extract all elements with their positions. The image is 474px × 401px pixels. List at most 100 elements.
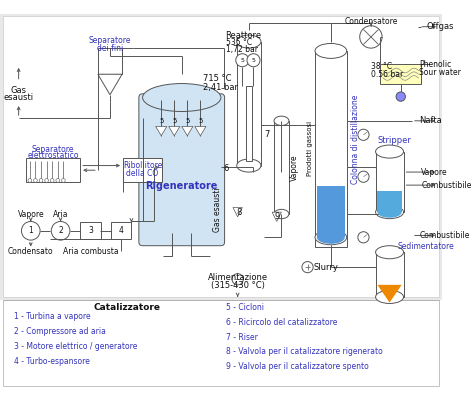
Polygon shape xyxy=(169,126,180,136)
Text: 6: 6 xyxy=(224,164,229,173)
Text: 8: 8 xyxy=(236,208,241,217)
Ellipse shape xyxy=(375,246,403,259)
FancyBboxPatch shape xyxy=(139,94,225,246)
Text: Combustibile: Combustibile xyxy=(419,231,470,240)
Text: 1: 1 xyxy=(28,226,33,235)
Bar xyxy=(315,51,346,247)
Ellipse shape xyxy=(237,35,261,48)
Ellipse shape xyxy=(317,231,345,244)
Text: Phenolic: Phenolic xyxy=(419,61,452,69)
Text: Reattore: Reattore xyxy=(226,30,262,40)
Bar xyxy=(98,48,122,74)
Text: Stripper: Stripper xyxy=(377,136,411,145)
Ellipse shape xyxy=(377,207,401,218)
Text: 7: 7 xyxy=(265,130,270,139)
Text: elettrostatico: elettrostatico xyxy=(27,151,79,160)
Text: dei fini: dei fini xyxy=(97,44,123,53)
Text: Combustibile: Combustibile xyxy=(421,180,472,190)
Text: 715 °C: 715 °C xyxy=(203,74,232,83)
Text: 9 - Valvola per il catalizzatore spento: 9 - Valvola per il catalizzatore spento xyxy=(226,363,368,371)
Text: della CO: della CO xyxy=(127,170,159,178)
Bar xyxy=(3,16,439,297)
Text: Gas: Gas xyxy=(10,85,27,95)
Text: 5 - Cicloni: 5 - Cicloni xyxy=(226,303,264,312)
Text: 7 - Riser: 7 - Riser xyxy=(226,332,257,342)
Bar xyxy=(375,252,403,297)
Text: 5: 5 xyxy=(240,58,244,63)
Circle shape xyxy=(358,171,369,182)
Ellipse shape xyxy=(375,290,403,304)
Text: Separatore: Separatore xyxy=(32,145,74,154)
Ellipse shape xyxy=(50,178,54,182)
Ellipse shape xyxy=(34,178,37,182)
Text: 2,41 bar: 2,41 bar xyxy=(203,83,238,92)
Text: 5: 5 xyxy=(159,118,164,124)
Text: esausti: esausti xyxy=(4,93,34,102)
Ellipse shape xyxy=(237,159,261,172)
Text: 6 - Ricircolo del catalizzatore: 6 - Ricircolo del catalizzatore xyxy=(226,318,337,327)
Polygon shape xyxy=(195,126,206,136)
Circle shape xyxy=(21,221,40,240)
Text: 5: 5 xyxy=(198,118,202,124)
Text: Vapore: Vapore xyxy=(290,154,299,181)
Text: Vapore: Vapore xyxy=(421,168,448,176)
Bar xyxy=(375,152,403,212)
Text: Aria: Aria xyxy=(53,211,68,219)
Ellipse shape xyxy=(28,178,32,182)
Text: 1 - Turbina a vapore: 1 - Turbina a vapore xyxy=(14,312,91,321)
Bar xyxy=(237,42,261,166)
Text: Condensato: Condensato xyxy=(8,247,54,256)
Ellipse shape xyxy=(375,206,403,219)
Text: Colonna di distillazione: Colonna di distillazione xyxy=(351,95,360,184)
Text: Alimentazione: Alimentazione xyxy=(208,273,268,282)
Text: (315-430 °C): (315-430 °C) xyxy=(211,281,264,290)
Text: 5: 5 xyxy=(252,58,255,63)
Text: Aria combusta: Aria combusta xyxy=(63,247,118,256)
Polygon shape xyxy=(182,126,193,136)
Text: 2: 2 xyxy=(58,226,63,235)
Circle shape xyxy=(360,26,382,48)
Text: 5: 5 xyxy=(172,118,176,124)
Bar xyxy=(80,223,100,239)
Text: Offgas: Offgas xyxy=(427,22,455,31)
Bar xyxy=(3,300,439,387)
Text: Ribollitore: Ribollitore xyxy=(123,161,162,170)
Ellipse shape xyxy=(56,178,60,182)
Text: 4: 4 xyxy=(118,226,124,235)
Bar xyxy=(380,64,421,85)
Text: 0.56 bar: 0.56 bar xyxy=(371,70,403,79)
Circle shape xyxy=(302,261,313,273)
Ellipse shape xyxy=(39,178,43,182)
Ellipse shape xyxy=(274,116,289,126)
Polygon shape xyxy=(377,285,401,302)
Text: Rigeneratore: Rigeneratore xyxy=(146,181,218,191)
Text: 4 - Turbo-espansore: 4 - Turbo-espansore xyxy=(14,357,90,366)
Text: 5: 5 xyxy=(185,118,190,124)
Text: 2 - Compressore ad aria: 2 - Compressore ad aria xyxy=(14,327,106,336)
Circle shape xyxy=(396,92,405,101)
Text: Catalizzatore: Catalizzatore xyxy=(93,303,160,312)
Text: Vapore: Vapore xyxy=(18,211,44,219)
Text: Sedimentatore: Sedimentatore xyxy=(397,242,454,251)
Bar xyxy=(123,158,162,182)
Polygon shape xyxy=(272,212,282,221)
Ellipse shape xyxy=(143,83,221,111)
Bar xyxy=(111,223,131,239)
Polygon shape xyxy=(233,207,242,217)
Text: 3: 3 xyxy=(88,226,93,235)
Bar xyxy=(0,14,442,300)
Text: 8 - Valvola per il catalizzatore rigenerato: 8 - Valvola per il catalizzatore rigener… xyxy=(226,347,383,356)
Bar xyxy=(274,121,289,214)
Text: 38 °C: 38 °C xyxy=(371,62,392,71)
Polygon shape xyxy=(98,74,122,95)
Circle shape xyxy=(247,54,260,67)
Ellipse shape xyxy=(45,178,48,182)
Ellipse shape xyxy=(315,43,346,59)
Bar xyxy=(317,186,345,237)
Ellipse shape xyxy=(315,230,346,245)
Polygon shape xyxy=(155,126,167,136)
Text: Prodotti gassosi: Prodotti gassosi xyxy=(307,121,313,176)
Circle shape xyxy=(358,129,369,140)
Text: 3 - Motore elettrico / generatore: 3 - Motore elettrico / generatore xyxy=(14,342,137,351)
Text: Separatore: Separatore xyxy=(89,36,131,45)
